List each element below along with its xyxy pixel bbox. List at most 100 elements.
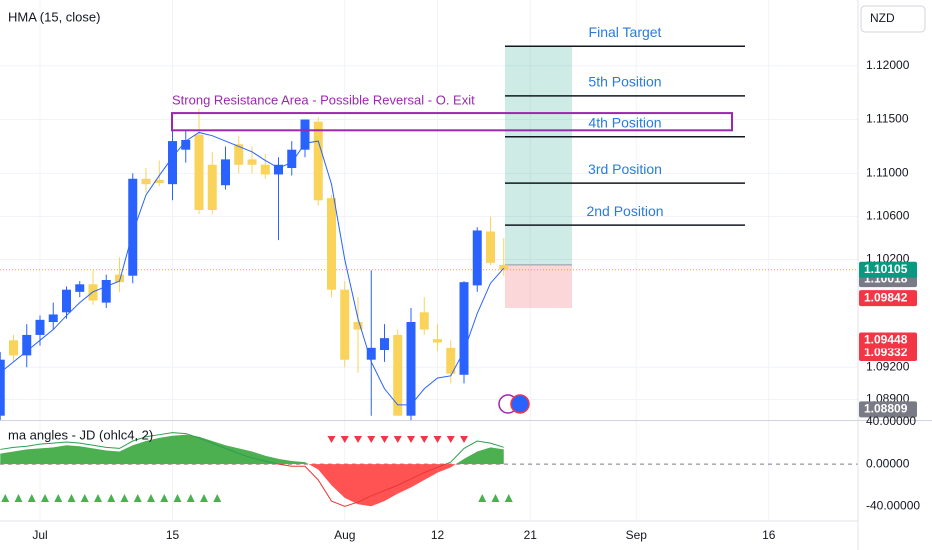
resistance-label: Strong Resistance Area - Possible Revers…: [172, 93, 475, 108]
buy-signal: [94, 494, 102, 502]
x-tick-label: Jul: [32, 528, 47, 542]
candle-body: [406, 322, 416, 416]
buy-signal: [14, 494, 23, 502]
price-badge: [859, 401, 917, 418]
buy-signal: [27, 494, 36, 502]
flag-icon[interactable]: [510, 394, 530, 414]
target-zone: [505, 46, 572, 265]
candle-body: [141, 178, 151, 185]
candle-body: [340, 289, 350, 360]
buy-signal: [107, 494, 116, 502]
candle-body: [75, 284, 85, 292]
buy-signal: [491, 494, 500, 502]
candle-body: [168, 141, 177, 185]
candle-body: [207, 164, 217, 210]
candle-body: [274, 164, 283, 175]
candle-body: [101, 280, 111, 303]
currency: NZD: [870, 11, 895, 25]
buy-signal: [80, 494, 89, 502]
price-badge-label: 1.10105: [864, 262, 908, 276]
candle-body: [128, 178, 138, 276]
candle-body: [154, 179, 164, 184]
x-tick-label: Aug: [334, 528, 355, 542]
candle-body: [419, 312, 429, 330]
candle-body: [327, 198, 336, 290]
y-tick-label: 1.12000: [866, 58, 910, 72]
price-badge-label: 1.09842: [864, 290, 908, 304]
sell-signal: [420, 436, 429, 443]
price-badge: [859, 261, 917, 278]
buy-signal: [120, 494, 129, 502]
currency-box[interactable]: [860, 5, 926, 33]
candle-body: [35, 319, 45, 335]
candle-body: [194, 134, 204, 210]
x-tick-label: 15: [166, 528, 180, 542]
candle-body: [9, 340, 18, 356]
price-badge-label: 1.09448: [864, 333, 908, 347]
candle-body: [486, 231, 495, 263]
buy-signal: [147, 494, 155, 502]
y-tick-label: 1.10600: [866, 209, 910, 223]
sell-signal: [460, 436, 468, 443]
indicator-area: [0, 434, 504, 507]
sell-signal: [380, 436, 389, 443]
candle-body: [300, 119, 310, 150]
candle-body: [459, 282, 469, 375]
x-tick-label: 16: [762, 528, 776, 542]
candle-body: [22, 334, 32, 356]
candle-body: [221, 159, 230, 186]
candle-body: [234, 144, 244, 165]
stop-zone: [505, 264, 572, 308]
sell-signal: [367, 436, 376, 443]
candle-body: [433, 339, 442, 343]
price-badge-label: 1.08809: [864, 402, 908, 416]
sell-signal: [407, 436, 415, 443]
candle-body: [380, 338, 389, 350]
buy-signal: [160, 494, 169, 502]
candle-body: [287, 149, 297, 168]
candle-body: [62, 289, 71, 313]
y-tick-label: 1.09200: [866, 359, 910, 373]
sell-signal: [327, 436, 336, 443]
y-tick-label: 1.11500: [866, 112, 909, 126]
buy-signal: [133, 494, 142, 502]
price-badge: [859, 290, 917, 307]
candle-body: [313, 121, 323, 201]
candle-body: [353, 322, 363, 330]
buy-signal: [54, 494, 63, 502]
buy-signal: [67, 494, 76, 502]
candle-body: [260, 164, 270, 175]
sell-signal: [433, 436, 442, 443]
resistance-box: [171, 112, 733, 132]
x-tick-label: 12: [431, 528, 445, 542]
buy-signal: [186, 494, 195, 502]
level-label: Final Target: [589, 24, 662, 40]
buy-signal: [200, 494, 208, 502]
candle-body: [181, 140, 191, 150]
level-label: 3rd Position: [588, 161, 662, 177]
candle-body: [247, 159, 257, 165]
price-badge-label: 1.09332: [864, 345, 908, 359]
indicator-title: ma angles - JD (ohlc4, 2): [8, 427, 153, 442]
x-tick-label: 21: [524, 528, 538, 542]
candle-body: [393, 334, 403, 416]
sell-signal: [446, 436, 455, 443]
plot-layer: Jul 15 Aug 12 21 Sep 16 1.12000 1.11500 1.11000 1.…: [0, 0, 910, 542]
candle-body: [48, 314, 58, 322]
price-badge: [859, 345, 917, 362]
x-tick-label: Sep: [626, 528, 648, 542]
price-badge: [859, 332, 917, 349]
indicator-tick-label: 40.00000: [866, 414, 916, 428]
sell-signal: [340, 436, 349, 443]
candle-body: [0, 359, 5, 416]
candle-body: [366, 347, 376, 360]
buy-signal: [478, 494, 487, 502]
candle-body: [446, 347, 456, 374]
sell-signal: [393, 436, 402, 443]
level-label: 2nd Position: [586, 203, 663, 219]
buy-signal: [504, 494, 513, 502]
sell-signal: [354, 436, 362, 443]
